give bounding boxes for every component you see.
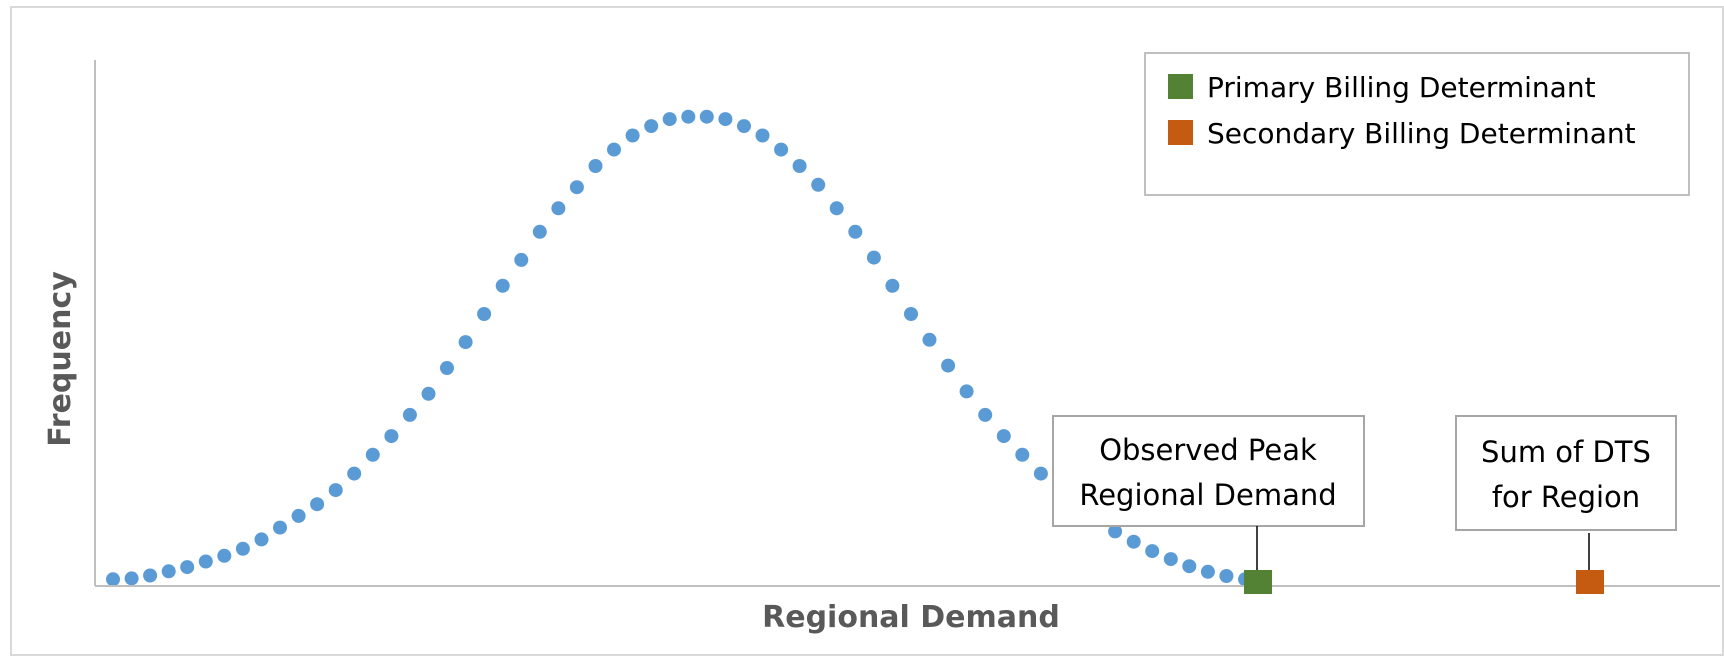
distribution-dot (662, 112, 677, 127)
legend-swatch-primary (1168, 74, 1193, 99)
legend-label-secondary: Secondary Billing Determinant (1207, 117, 1636, 150)
distribution-dot (291, 508, 306, 523)
distribution-dot (551, 201, 566, 216)
distribution-dot (532, 224, 547, 239)
distribution-dot (1033, 466, 1048, 481)
distribution-dot (866, 250, 881, 265)
distribution-dot (607, 142, 621, 157)
distribution-dot (904, 307, 918, 321)
distribution-dot (1108, 524, 1123, 539)
distribution-dot (848, 224, 863, 239)
legend-swatch-secondary (1168, 120, 1193, 145)
distribution-dot (384, 429, 399, 444)
distribution-dot (1145, 544, 1160, 559)
y-axis-title: Frequency (43, 271, 78, 447)
distribution-dot (792, 159, 807, 173)
callout-observed-peak-line-1: Observed Peak (1099, 433, 1317, 467)
distribution-dot (161, 564, 176, 579)
distribution-dot (495, 278, 510, 293)
callout-box-observed-peak (1052, 415, 1365, 527)
secondary-billing-determinant-marker (1576, 570, 1604, 594)
distribution-dot (959, 384, 974, 399)
distribution-dot (644, 119, 659, 134)
callout-sum-of-dts-line-2: for Region (1492, 480, 1640, 514)
distribution-dot (421, 386, 436, 401)
distribution-dot (588, 159, 603, 173)
distribution-dot (811, 177, 826, 192)
distribution-dot (235, 541, 250, 556)
distribution-dot (310, 497, 325, 512)
distribution-dot (829, 201, 844, 216)
distribution-dot (699, 109, 714, 124)
distribution-dot (217, 548, 232, 563)
distribution-dots (106, 109, 1252, 587)
distribution-dot (106, 572, 120, 587)
primary-billing-determinant-marker (1244, 570, 1272, 594)
distribution-dot (198, 554, 213, 569)
distribution-dot (440, 361, 454, 375)
regional-demand-chart: Regional Demand Frequency Primary Billin… (43, 52, 1720, 634)
distribution-dot (978, 407, 993, 422)
callout-observed-peak-line-2: Regional Demand (1079, 478, 1336, 512)
distribution-dot (681, 109, 696, 124)
distribution-dot (1015, 447, 1030, 462)
callout-box-sum-of-dts (1455, 415, 1677, 531)
distribution-dot (885, 278, 900, 293)
distribution-dot (328, 483, 343, 498)
distribution-dot (996, 429, 1011, 444)
distribution-dot (718, 112, 733, 127)
distribution-dot (1200, 564, 1215, 579)
distribution-dot (254, 532, 269, 547)
distribution-dot (402, 407, 417, 422)
distribution-dot (569, 180, 584, 195)
distribution-dot (774, 142, 789, 157)
distribution-dot (273, 520, 287, 535)
distribution-dot (922, 332, 937, 347)
distribution-dot (755, 128, 770, 143)
distribution-dot (625, 128, 640, 143)
distribution-dot (941, 358, 956, 373)
distribution-dot (477, 307, 492, 321)
distribution-dot (1126, 534, 1141, 549)
distribution-dot (1219, 569, 1234, 583)
callout-sum-of-dts-line-1: Sum of DTS (1481, 435, 1651, 469)
distribution-dot (365, 447, 380, 462)
distribution-dot (124, 571, 139, 586)
billing-determinant-markers (1244, 570, 1604, 594)
distribution-dot (1163, 552, 1178, 567)
distribution-dot (737, 119, 751, 134)
distribution-dot (143, 568, 158, 583)
legend-label-primary: Primary Billing Determinant (1207, 71, 1596, 104)
callout-observed-peak: Observed Peak Regional Demand (1052, 415, 1365, 570)
legend-box (1144, 52, 1690, 196)
legend: Primary Billing Determinant Secondary Bi… (1144, 52, 1690, 196)
distribution-dot (514, 252, 529, 267)
distribution-dot (347, 466, 362, 481)
x-axis-title: Regional Demand (762, 600, 1060, 634)
distribution-dot (458, 335, 473, 350)
callout-sum-of-dts: Sum of DTS for Region (1455, 415, 1677, 570)
distribution-dot (1182, 559, 1197, 574)
distribution-dot (180, 560, 195, 575)
